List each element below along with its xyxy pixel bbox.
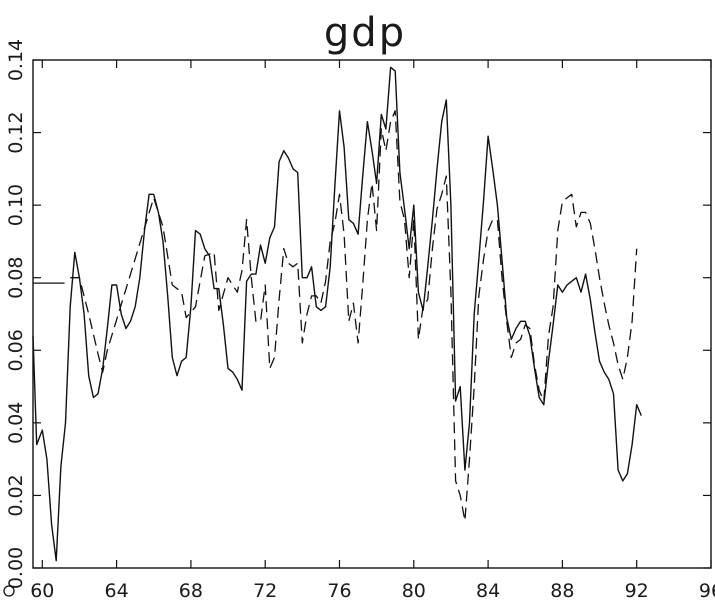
x-tick-label-7: 88: [550, 580, 574, 602]
x-tick-label-6: 84: [476, 580, 500, 602]
x-tick-label-3: 72: [253, 580, 277, 602]
x-axis: 60 64 68 72 76 80 84 88 92 96: [3, 60, 715, 602]
y-tick-label-0: 0.00: [5, 547, 27, 589]
y-tick-label-1: 0.02: [5, 474, 27, 516]
x-tick-label-2: 68: [179, 580, 203, 602]
y-tick-label-6: 0.12: [5, 111, 27, 153]
chart-title: gdp: [324, 10, 406, 56]
y-tick-label-7: 0.14: [5, 39, 27, 81]
x-tick-label-9: 96: [699, 580, 715, 602]
y-axis: 0.00 0.02 0.04 0.06 0.08 0.10 0.12 0.14: [5, 39, 711, 589]
series-line-dashed: [70, 110, 638, 522]
y-tick-label-3: 0.06: [5, 329, 27, 371]
y-tick-label-2: 0.04: [5, 402, 27, 444]
plot-frame: [32, 59, 712, 569]
x-tick-label-0: 60: [30, 580, 54, 602]
series-layer: [32, 66, 642, 562]
origin-marker: [3, 585, 15, 597]
series-line-solid: [32, 66, 642, 562]
y-tick-label-5: 0.10: [5, 184, 27, 226]
x-tick-label-5: 80: [402, 580, 426, 602]
y-tick-label-4: 0.08: [5, 257, 27, 299]
x-tick-label-8: 92: [625, 580, 649, 602]
x-tick-label-1: 64: [104, 580, 128, 602]
x-tick-label-4: 76: [327, 580, 351, 602]
